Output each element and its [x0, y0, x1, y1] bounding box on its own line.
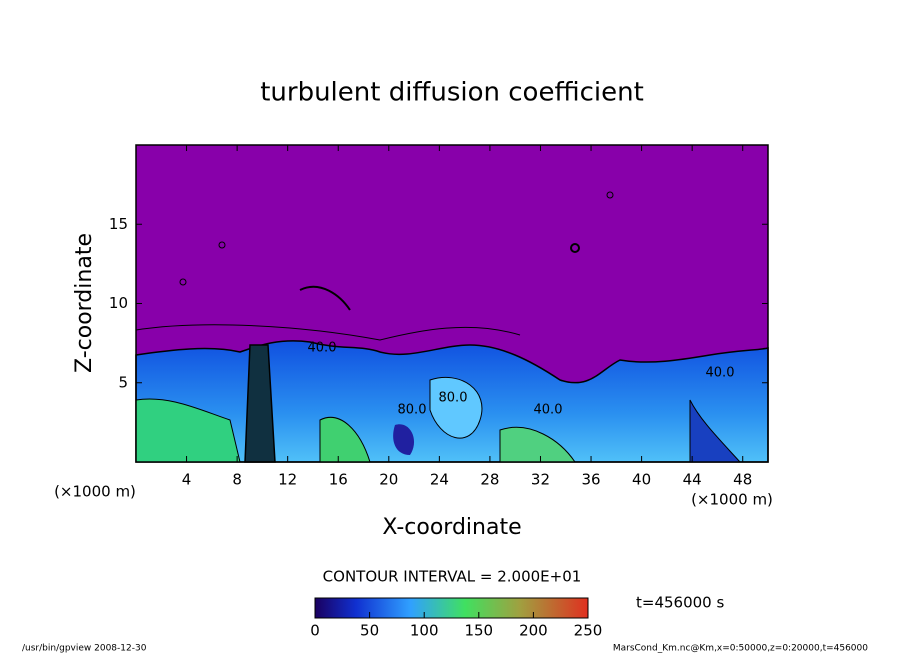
x-tick-label: 20 [379, 471, 398, 489]
y-tick-label: 15 [109, 215, 128, 233]
chart-title: turbulent diffusion coefficient [260, 78, 644, 108]
colorbar-tick-label: 200 [519, 622, 548, 640]
footer-right: MarsCond_Km.nc@Km,x=0:50000,z=0:20000,t=… [613, 644, 868, 654]
x-tick-label: 12 [278, 471, 297, 489]
x-tick-label: 16 [329, 471, 348, 489]
x-tick-label: 32 [531, 471, 550, 489]
colorbar-tick-label: 50 [360, 622, 379, 640]
contour-label: 80.0 [439, 391, 468, 406]
time-label: t=456000 s [636, 594, 724, 612]
colorbar-tick-label: 150 [464, 622, 493, 640]
colorbar [314, 597, 589, 619]
footer-left: /usr/bin/gpview 2008-12-30 [22, 644, 147, 654]
contour-label: 80.0 [398, 403, 427, 418]
x-tick-label: 24 [430, 471, 449, 489]
x-tick-label: 48 [733, 471, 752, 489]
y-unit: (×1000 m) [54, 483, 136, 501]
colorbar-tick-label: 0 [310, 622, 320, 640]
y-tick-label: 5 [118, 373, 128, 391]
y-tick-label: 10 [109, 294, 128, 312]
contour-label: 40.0 [706, 366, 735, 381]
x-tick-label: 40 [632, 471, 651, 489]
field [135, 145, 769, 463]
x-axis-label: X-coordinate [382, 515, 521, 540]
x-tick-label: 8 [232, 471, 242, 489]
colorbar-tick-label: 250 [574, 622, 603, 640]
x-tick-label: 44 [683, 471, 702, 489]
y-axis-label: Z-coordinate [72, 233, 97, 373]
contour-label: 40.0 [308, 341, 337, 356]
x-tick-label: 28 [480, 471, 499, 489]
contour-interval: CONTOUR INTERVAL = 2.000E+01 [323, 568, 582, 586]
x-unit: (×1000 m) [691, 491, 773, 509]
contour-label: 40.0 [534, 403, 563, 418]
x-tick-label: 4 [182, 471, 192, 489]
colorbar-tick-label: 100 [410, 622, 439, 640]
x-tick-label: 36 [581, 471, 600, 489]
